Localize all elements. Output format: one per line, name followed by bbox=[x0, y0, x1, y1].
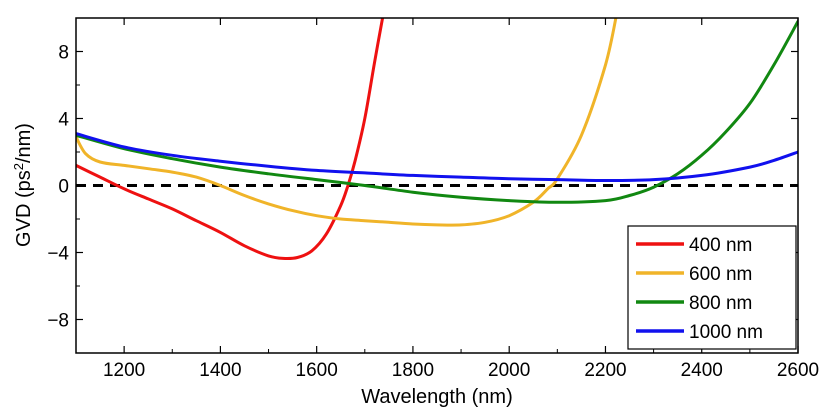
x-tick-label: 2600 bbox=[777, 360, 819, 381]
legend-label: 400 nm bbox=[689, 235, 752, 256]
series-line-1000-nm bbox=[76, 132, 798, 182]
y-tick-label: 0 bbox=[58, 177, 69, 198]
series-group bbox=[76, 18, 798, 261]
legend: 400 nm 600 nm 800 nm 1000 nm bbox=[627, 225, 797, 350]
x-tick-label: 1400 bbox=[199, 360, 241, 381]
x-tick-label: 2400 bbox=[681, 360, 723, 381]
x-axis-title: Wavelength (nm) bbox=[361, 386, 513, 408]
series-line-800-nm bbox=[76, 19, 798, 204]
legend-label: 600 nm bbox=[689, 264, 752, 285]
y-axis-title-tail: /nm) bbox=[13, 123, 35, 163]
y-tick-label: 8 bbox=[58, 43, 69, 64]
legend-box bbox=[627, 225, 797, 350]
y-axis-title-main: GVD (ps bbox=[13, 170, 35, 247]
legend-label: 800 nm bbox=[689, 293, 752, 314]
y-axis-ticks: −8 −4 0 4 8 bbox=[47, 17, 798, 354]
x-tick-label: 2000 bbox=[488, 360, 530, 381]
y-axis-title: GVD (ps2/nm) bbox=[11, 123, 35, 247]
x-tick-label: 1800 bbox=[392, 360, 434, 381]
x-axis-ticks: 1200 1400 1600 1800 2000 2200 2400 2600 bbox=[75, 18, 819, 381]
y-tick-label: −4 bbox=[47, 244, 69, 265]
series-line-400-nm bbox=[76, 18, 385, 261]
y-axis-title-sup: 2 bbox=[11, 163, 26, 170]
series-line-600-nm bbox=[76, 18, 618, 227]
y-tick-label: −8 bbox=[47, 311, 69, 332]
x-tick-label: 1200 bbox=[103, 360, 145, 381]
x-tick-label: 1600 bbox=[296, 360, 338, 381]
x-tick-label: 2200 bbox=[584, 360, 626, 381]
legend-label: 1000 nm bbox=[689, 322, 763, 343]
y-tick-label: 4 bbox=[58, 110, 69, 131]
